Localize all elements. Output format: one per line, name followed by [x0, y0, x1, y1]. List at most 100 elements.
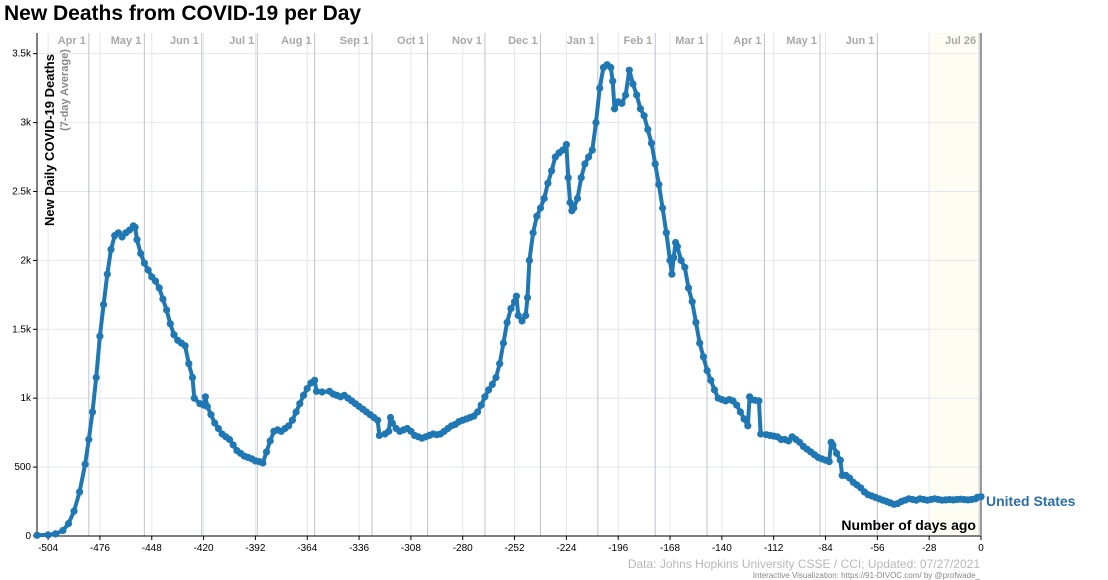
- data-point[interactable]: [151, 277, 160, 285]
- data-point[interactable]: [85, 435, 93, 444]
- data-point[interactable]: [485, 386, 493, 394]
- data-point[interactable]: [492, 373, 500, 382]
- data-point[interactable]: [651, 160, 659, 168]
- data-point[interactable]: [159, 295, 167, 303]
- data-point[interactable]: [144, 266, 152, 274]
- data-point[interactable]: [640, 112, 648, 120]
- data-point[interactable]: [133, 236, 141, 244]
- data-point[interactable]: [185, 360, 193, 368]
- data-point[interactable]: [137, 249, 145, 258]
- data-point[interactable]: [76, 488, 84, 496]
- data-point[interactable]: [44, 531, 52, 539]
- data-point[interactable]: [299, 391, 308, 399]
- data-point[interactable]: [514, 311, 522, 320]
- data-point[interactable]: [525, 256, 534, 264]
- data-point[interactable]: [170, 331, 178, 339]
- series-label-united-states[interactable]: United States: [986, 493, 1076, 509]
- data-point[interactable]: [629, 80, 637, 88]
- data-point[interactable]: [833, 449, 841, 457]
- data-point[interactable]: [225, 435, 234, 444]
- viz-credit[interactable]: Interactive Visualization: https://91-DI…: [753, 571, 981, 580]
- data-point[interactable]: [522, 311, 530, 320]
- data-point[interactable]: [190, 394, 198, 402]
- data-point[interactable]: [211, 419, 219, 427]
- data-point[interactable]: [548, 167, 556, 175]
- data-point[interactable]: [385, 427, 393, 435]
- data-point[interactable]: [131, 223, 139, 231]
- data-point[interactable]: [499, 339, 507, 347]
- data-point[interactable]: [533, 212, 541, 220]
- data-point[interactable]: [388, 419, 396, 427]
- data-point[interactable]: [303, 384, 311, 393]
- data-point[interactable]: [96, 332, 104, 340]
- data-point[interactable]: [564, 174, 572, 182]
- data-point[interactable]: [512, 292, 521, 300]
- data-point[interactable]: [229, 441, 237, 449]
- series-layer[interactable]: [33, 61, 985, 539]
- data-point[interactable]: [836, 456, 844, 464]
- data-point[interactable]: [559, 146, 567, 154]
- data-point[interactable]: [64, 520, 73, 528]
- data-point[interactable]: [296, 400, 304, 408]
- data-point[interactable]: [163, 306, 171, 314]
- data-point[interactable]: [207, 411, 215, 419]
- data-point[interactable]: [699, 353, 708, 361]
- data-point[interactable]: [374, 416, 382, 424]
- data-point[interactable]: [203, 402, 211, 411]
- data-point[interactable]: [573, 194, 582, 202]
- data-point[interactable]: [181, 342, 189, 350]
- data-point[interactable]: [636, 105, 645, 113]
- data-point[interactable]: [518, 317, 526, 325]
- data-point[interactable]: [140, 259, 148, 267]
- data-point[interactable]: [659, 204, 667, 212]
- data-point[interactable]: [588, 146, 596, 154]
- data-point[interactable]: [618, 99, 626, 107]
- data-point[interactable]: [744, 422, 752, 430]
- data-point[interactable]: [496, 360, 504, 368]
- data-point[interactable]: [610, 105, 619, 113]
- data-point[interactable]: [609, 77, 617, 85]
- data-point[interactable]: [647, 139, 656, 147]
- data-point[interactable]: [529, 229, 537, 237]
- data-point[interactable]: [92, 373, 100, 382]
- data-point[interactable]: [81, 460, 89, 468]
- data-point[interactable]: [688, 298, 696, 306]
- data-point[interactable]: [214, 424, 222, 433]
- data-point[interactable]: [288, 416, 296, 424]
- data-point[interactable]: [696, 339, 704, 347]
- data-point[interactable]: [507, 305, 515, 313]
- data-point[interactable]: [285, 422, 293, 430]
- data-point[interactable]: [566, 198, 574, 207]
- data-point[interactable]: [259, 459, 267, 467]
- data-point[interactable]: [473, 408, 482, 416]
- data-point[interactable]: [736, 408, 745, 416]
- data-point[interactable]: [503, 318, 511, 326]
- data-point[interactable]: [103, 270, 111, 278]
- data-point[interactable]: [70, 507, 78, 515]
- data-point[interactable]: [292, 408, 300, 416]
- data-point[interactable]: [673, 243, 682, 251]
- data-point[interactable]: [562, 141, 571, 149]
- data-point[interactable]: [386, 413, 395, 422]
- data-point[interactable]: [375, 431, 383, 439]
- data-point[interactable]: [692, 318, 700, 326]
- data-point[interactable]: [655, 181, 663, 189]
- data-point[interactable]: [262, 448, 271, 456]
- data-point[interactable]: [644, 125, 652, 134]
- data-point[interactable]: [677, 256, 685, 264]
- data-point[interactable]: [755, 397, 763, 405]
- data-point[interactable]: [633, 91, 641, 99]
- data-point[interactable]: [88, 408, 97, 416]
- data-point[interactable]: [681, 263, 689, 271]
- data-point[interactable]: [740, 415, 748, 423]
- data-point[interactable]: [662, 229, 670, 237]
- data-point[interactable]: [625, 66, 633, 74]
- data-point[interactable]: [33, 531, 41, 539]
- data-point[interactable]: [670, 254, 678, 262]
- data-point[interactable]: [166, 320, 174, 328]
- data-point[interactable]: [757, 430, 765, 438]
- data-point[interactable]: [733, 401, 741, 409]
- data-point[interactable]: [684, 284, 693, 292]
- data-point[interactable]: [710, 386, 719, 394]
- data-point[interactable]: [188, 373, 197, 382]
